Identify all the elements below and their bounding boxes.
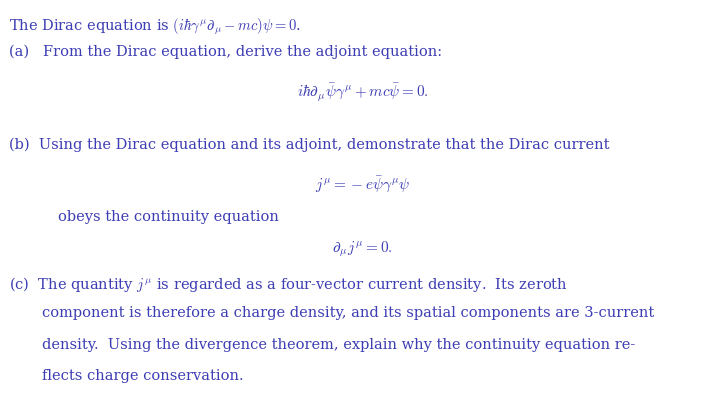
Text: flects charge conservation.: flects charge conservation. [42,369,244,383]
Text: obeys the continuity equation: obeys the continuity equation [58,210,279,224]
Text: $\partial_{\mu}j^{\mu} = 0.$: $\partial_{\mu}j^{\mu} = 0.$ [332,239,393,259]
Text: $i\hbar\partial_{\mu}\bar{\psi}\gamma^{\mu} + mc\bar{\psi} = 0.$: $i\hbar\partial_{\mu}\bar{\psi}\gamma^{\… [297,81,428,103]
Text: $j^{\mu} = -e\bar{\psi}\gamma^{\mu}\psi$: $j^{\mu} = -e\bar{\psi}\gamma^{\mu}\psi$ [315,174,410,193]
Text: component is therefore a charge density, and its spatial components are 3-curren: component is therefore a charge density,… [42,306,654,320]
Text: (c)  The quantity $j^{\mu}$ is regarded as a four-vector current density.  Its z: (c) The quantity $j^{\mu}$ is regarded a… [9,275,568,294]
Text: The Dirac equation is $(i\hbar\gamma^{\mu}\partial_{\mu} - mc)\psi = 0$.: The Dirac equation is $(i\hbar\gamma^{\m… [9,17,301,37]
Text: density.  Using the divergence theorem, explain why the continuity equation re-: density. Using the divergence theorem, e… [42,338,635,352]
Text: (a)   From the Dirac equation, derive the adjoint equation:: (a) From the Dirac equation, derive the … [9,44,442,59]
Text: (b)  Using the Dirac equation and its adjoint, demonstrate that the Dirac curren: (b) Using the Dirac equation and its adj… [9,138,609,152]
